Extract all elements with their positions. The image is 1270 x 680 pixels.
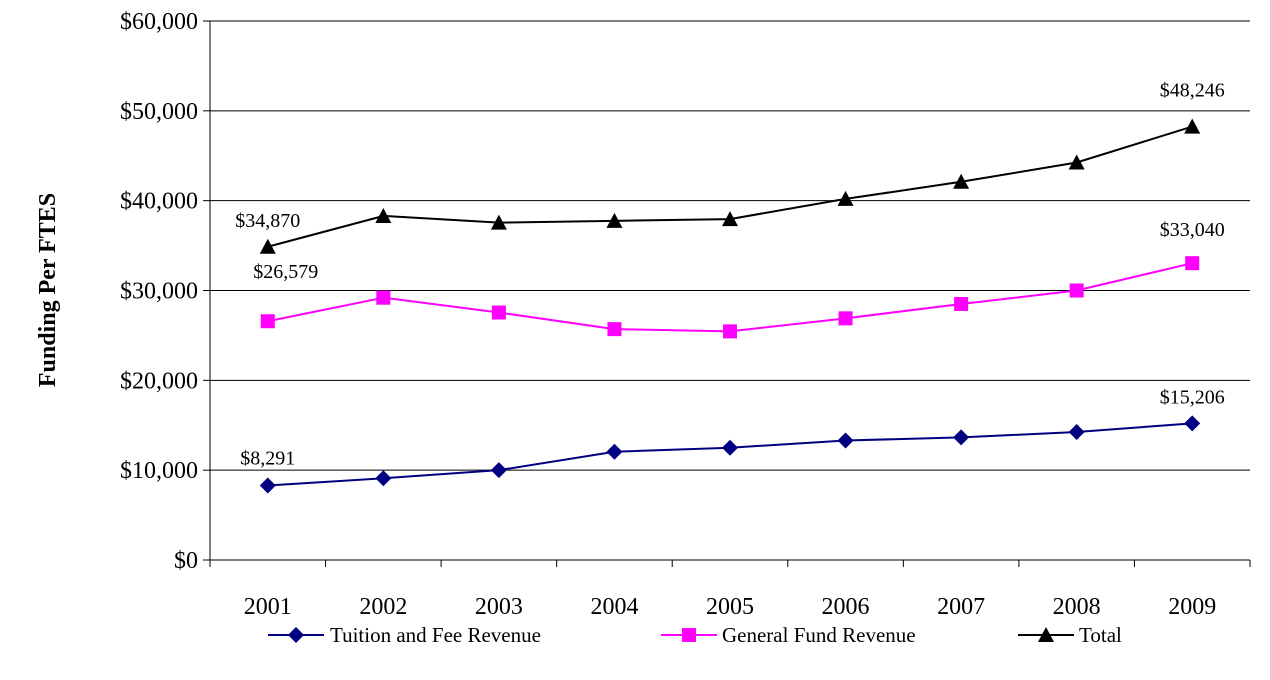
data-point-total-2003 xyxy=(490,214,507,230)
data-point-general-fund-2006 xyxy=(838,311,853,326)
data-point-total-2004 xyxy=(606,212,623,228)
y-tick-label: $60,000 xyxy=(120,9,198,35)
x-tick-label: 2008 xyxy=(1053,594,1101,620)
data-point-general-fund-2005 xyxy=(723,324,737,339)
data-point-tuition-fee-2001 xyxy=(259,477,276,494)
y-tick-label: $10,000 xyxy=(120,458,198,484)
y-tick-label: $0 xyxy=(174,548,198,574)
data-label-tuition-fee: $15,206 xyxy=(1160,386,1225,408)
legend-item-total: Total xyxy=(1018,623,1122,647)
data-point-general-fund-2003 xyxy=(491,305,506,320)
legend-item-general-fund: General Fund Revenue xyxy=(661,623,916,647)
data-point-general-fund-2008 xyxy=(1069,283,1084,298)
data-point-total-2001 xyxy=(259,238,276,254)
data-point-general-fund-2002 xyxy=(376,290,391,305)
data-point-total-2007 xyxy=(953,173,970,189)
legend-marker xyxy=(1038,627,1054,642)
x-tick-label: 2003 xyxy=(475,594,523,620)
data-point-general-fund-2009 xyxy=(1185,256,1200,271)
data-label-tuition-fee: $8,291 xyxy=(240,448,295,470)
x-tick-label: 2001 xyxy=(244,594,292,620)
data-label-total: $34,870 xyxy=(235,210,300,232)
data-point-total-2002 xyxy=(375,207,392,223)
data-point-general-fund-2007 xyxy=(954,296,969,311)
y-tick-label: $50,000 xyxy=(120,99,198,125)
x-tick-label: 2002 xyxy=(359,594,407,620)
data-point-total-2008 xyxy=(1068,154,1085,170)
data-point-tuition-fee-2005 xyxy=(722,439,738,456)
data-point-general-fund-2004 xyxy=(607,322,622,337)
data-label-general-fund: $33,040 xyxy=(1160,219,1225,241)
data-point-total-2009 xyxy=(1184,118,1201,134)
legend-marker xyxy=(288,627,304,643)
data-point-tuition-fee-2008 xyxy=(1068,423,1085,440)
data-point-total-2005 xyxy=(722,211,738,227)
x-tick-label: 2005 xyxy=(706,594,754,620)
legend-marker xyxy=(682,628,696,642)
legend-label: General Fund Revenue xyxy=(722,623,916,647)
x-tick-label: 2004 xyxy=(590,594,638,620)
x-tick-label: 2009 xyxy=(1168,594,1216,620)
x-tick-label: 2007 xyxy=(937,594,985,620)
data-point-tuition-fee-2009 xyxy=(1184,415,1201,432)
series-line-total xyxy=(267,125,1193,248)
y-axis-title: Funding Per FTES xyxy=(35,193,61,387)
data-point-tuition-fee-2006 xyxy=(837,432,854,449)
data-point-tuition-fee-2007 xyxy=(953,429,970,446)
data-label-total: $48,246 xyxy=(1160,80,1225,102)
legend-label: Total xyxy=(1079,623,1122,647)
data-point-total-2006 xyxy=(837,190,854,206)
data-point-tuition-fee-2003 xyxy=(490,462,507,479)
x-tick-label: 2006 xyxy=(822,594,870,620)
data-point-tuition-fee-2004 xyxy=(606,443,623,460)
series-line-general-fund xyxy=(267,262,1193,333)
y-tick-label: $20,000 xyxy=(120,368,198,394)
data-point-general-fund-2001 xyxy=(260,314,275,329)
y-tick-label: $40,000 xyxy=(120,189,198,215)
y-tick-label: $30,000 xyxy=(120,279,198,305)
data-label-general-fund: $26,579 xyxy=(253,261,318,283)
legend-label: Tuition and Fee Revenue xyxy=(330,623,541,647)
data-point-tuition-fee-2002 xyxy=(375,470,392,487)
legend-item-tuition-fee: Tuition and Fee Revenue xyxy=(268,623,541,647)
